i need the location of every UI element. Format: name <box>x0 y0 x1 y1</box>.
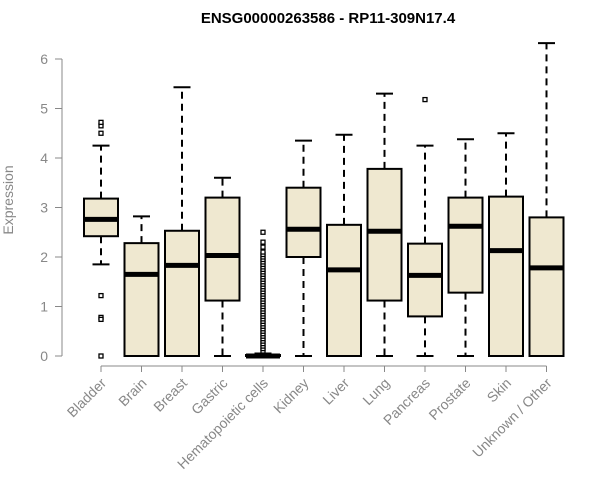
box-group <box>285 139 322 357</box>
y-tick-label: 1 <box>40 299 48 315</box>
iqr-box <box>326 223 362 357</box>
x-tick-label: Breast <box>150 375 190 415</box>
iqr-box <box>407 242 443 318</box>
x-tick-label: Skin <box>484 375 515 406</box>
outlier-point <box>98 292 104 299</box>
x-tick-label: Kidney <box>270 375 312 417</box>
iqr-box <box>164 229 200 357</box>
outlier-point <box>260 229 266 235</box>
iqr-box <box>204 196 241 302</box>
y-tick-label: 6 <box>40 51 48 67</box>
x-tick-label: Brain <box>115 375 149 409</box>
x-tick-label: Bladder <box>64 375 110 421</box>
outlier-point <box>98 119 104 126</box>
iqr-box <box>285 186 322 258</box>
outlier-point <box>98 316 104 323</box>
box-group <box>366 92 403 357</box>
y-tick-label: 4 <box>40 150 48 166</box>
outlier-point <box>98 130 104 136</box>
box-group <box>83 119 119 359</box>
box-group <box>326 133 362 357</box>
x-tick-label: Liver <box>319 375 352 408</box>
box-group <box>245 229 281 359</box>
plot-area <box>83 42 565 359</box>
outlier-point <box>260 249 266 255</box>
outlier-point <box>260 239 266 245</box>
box-group <box>528 42 565 357</box>
box-group <box>204 176 241 357</box>
box-group <box>447 138 484 357</box>
box-group <box>164 86 200 357</box>
iqr-box <box>447 196 484 294</box>
box-group <box>488 132 524 357</box>
iqr-box <box>528 216 565 357</box>
outlier-point <box>260 244 266 250</box>
x-tick-label: Lung <box>359 375 392 408</box>
iqr-box <box>488 195 524 357</box>
iqr-box <box>366 167 403 302</box>
y-axis: 0 1 2 3 4 5 6 <box>40 51 63 364</box>
outlier-point <box>422 96 428 103</box>
y-tick-label: 2 <box>40 249 48 265</box>
y-tick-label: 0 <box>40 348 48 364</box>
iqr-box <box>123 242 160 357</box>
y-tick-label: 3 <box>40 200 48 216</box>
box-group <box>123 215 160 357</box>
x-tick-label: Prostate <box>425 375 473 423</box>
box-group <box>407 96 443 357</box>
y-tick-label: 5 <box>40 101 48 117</box>
y-axis-label: Expression <box>0 165 16 234</box>
chart-title: ENSG00000263586 - RP11-309N17.4 <box>201 10 456 27</box>
outlier-point <box>98 353 104 359</box>
